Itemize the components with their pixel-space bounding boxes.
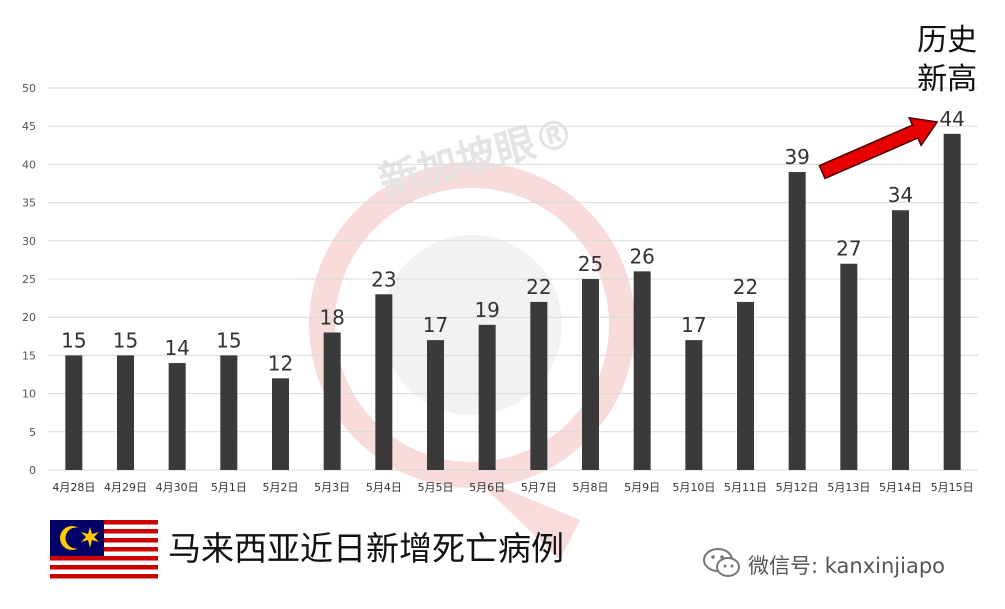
bar <box>168 363 186 470</box>
x-tick-label: 5月13日 <box>827 481 870 494</box>
x-tick-label: 5月14日 <box>879 481 922 494</box>
bar <box>478 324 496 470</box>
data-label: 22 <box>526 275 551 299</box>
y-tick-label: 0 <box>29 464 36 477</box>
malaysia-flag-icon <box>50 520 158 583</box>
x-tick-label: 5月5日 <box>418 481 454 494</box>
bar <box>840 263 858 470</box>
data-label: 14 <box>164 336 189 360</box>
x-tick-label: 4月30日 <box>156 481 199 494</box>
x-tick-label: 4月28日 <box>52 481 95 494</box>
data-label: 15 <box>216 328 241 352</box>
bars <box>65 133 961 471</box>
data-label: 15 <box>61 328 86 352</box>
data-label: 17 <box>681 313 706 337</box>
data-label: 26 <box>629 244 654 268</box>
y-tick-label: 25 <box>22 273 36 286</box>
x-tick-label: 5月11日 <box>724 481 767 494</box>
data-label: 12 <box>268 351 293 375</box>
bar <box>427 340 444 470</box>
bar <box>737 301 754 470</box>
data-label: 19 <box>474 298 499 322</box>
bar <box>582 279 599 470</box>
x-axis: 4月28日 4月29日 4月30日 5月1日 5月2日 5月3日 5月4日 5月5日 5月6日 5… <box>52 481 973 494</box>
bar <box>375 294 393 470</box>
grid-lines <box>48 87 978 471</box>
wechat-id-text: 微信号: kanxinjiapo <box>748 554 946 578</box>
y-tick-label: 20 <box>22 311 36 324</box>
data-label: 25 <box>578 252 603 276</box>
data-label: 22 <box>733 275 758 299</box>
annotation-text: 历史 <box>917 23 977 58</box>
x-tick-label: 5月1日 <box>211 481 247 494</box>
y-tick-label: 30 <box>22 235 36 248</box>
data-label: 27 <box>836 237 861 261</box>
bar <box>117 355 134 470</box>
chart-caption: 马来西亚近日新增死亡病例 <box>168 529 564 568</box>
y-tick-label: 35 <box>22 197 36 210</box>
x-tick-label: 5月10日 <box>672 481 715 494</box>
bar <box>323 332 341 470</box>
bar <box>892 210 909 471</box>
x-tick-label: 5月3日 <box>314 481 350 494</box>
x-tick-label: 5月6日 <box>469 481 505 494</box>
x-tick-label: 5月2日 <box>263 481 299 494</box>
x-tick-label: 4月29日 <box>104 481 147 494</box>
x-tick-label: 5月4日 <box>366 481 402 494</box>
bar <box>65 355 83 470</box>
bar <box>685 340 703 470</box>
wechat-icon <box>703 548 740 577</box>
x-tick-label: 5月9日 <box>624 481 660 494</box>
data-label: 18 <box>319 305 344 329</box>
y-axis: 0 5 10 15 20 25 30 35 40 45 50 <box>22 82 36 477</box>
data-labels: 15 15 14 15 12 18 23 17 19 22 25 26 17 22 39 27 34 44 <box>61 107 965 375</box>
y-tick-label: 45 <box>22 120 36 133</box>
data-label: 23 <box>371 267 396 291</box>
bar <box>272 378 289 470</box>
y-tick-label: 5 <box>29 426 36 439</box>
data-label: 44 <box>939 107 964 131</box>
annotation-text: 新高 <box>917 62 977 97</box>
x-tick-label: 5月12日 <box>776 481 819 494</box>
bar <box>530 301 548 470</box>
y-tick-label: 50 <box>22 82 36 95</box>
arrow-icon <box>818 116 939 180</box>
y-tick-label: 15 <box>22 349 36 362</box>
y-tick-label: 10 <box>22 388 36 401</box>
data-label: 15 <box>113 328 138 352</box>
x-tick-label: 5月15日 <box>931 481 974 494</box>
x-tick-label: 5月7日 <box>521 481 557 494</box>
bar <box>943 133 961 470</box>
data-label: 34 <box>888 183 913 207</box>
data-label: 39 <box>784 145 809 169</box>
bar <box>220 355 238 470</box>
data-label: 17 <box>423 313 448 337</box>
bar <box>788 172 806 471</box>
x-tick-label: 5月8日 <box>573 481 609 494</box>
y-tick-label: 40 <box>22 158 36 171</box>
bar <box>633 271 651 470</box>
